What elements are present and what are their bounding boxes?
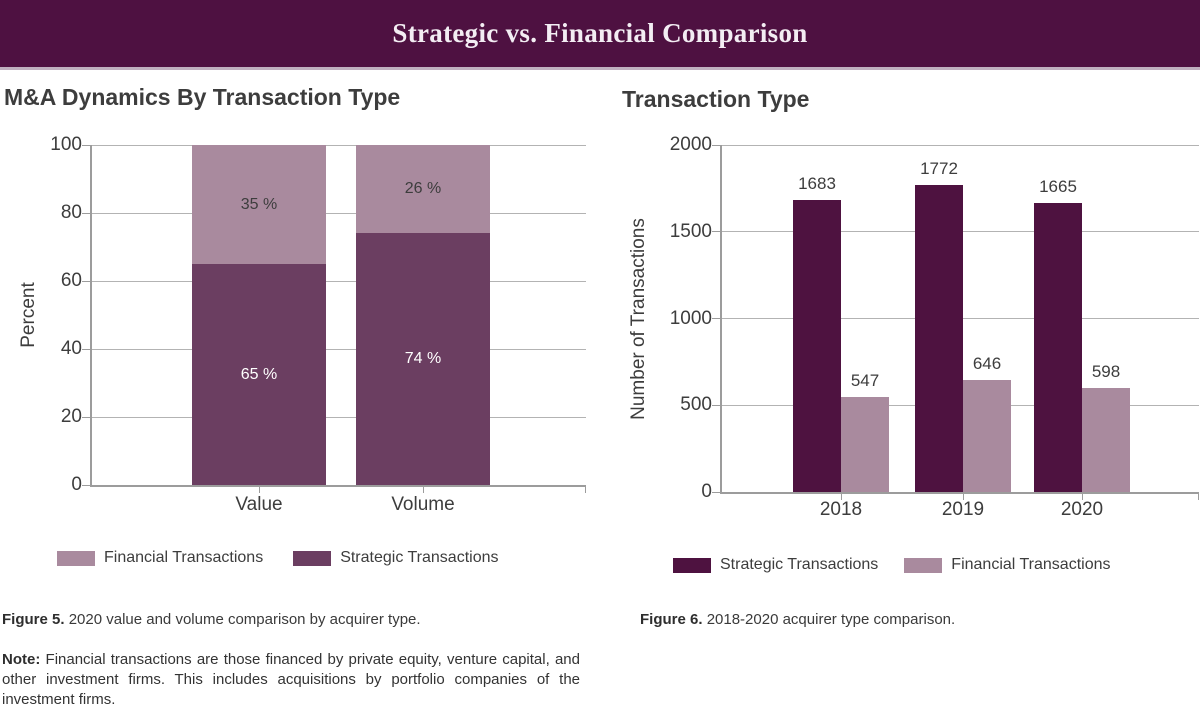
x-axis-tick <box>1081 492 1083 500</box>
y-axis-tick <box>712 318 720 319</box>
y-tick-label: 0 <box>701 481 712 502</box>
y-tick-label: 60 <box>60 270 82 291</box>
bar-strategic-2018 <box>793 199 841 492</box>
y-axis-tick <box>82 416 90 418</box>
legend-item-strategic: Strategic Transactions <box>673 556 878 574</box>
legend-label-financial: Financial Transactions <box>104 549 264 566</box>
left-legend: Financial Transactions Strategic Transact… <box>57 549 498 567</box>
legend-swatch-strategic <box>293 550 332 566</box>
bar-segment-label: 26 % <box>404 180 442 198</box>
left-chart-title: M&A Dynamics By Transaction Type <box>4 84 401 110</box>
gridline <box>92 348 586 350</box>
legend-swatch-financial <box>904 557 943 573</box>
legend-item-financial: Financial Transactions <box>904 556 1110 574</box>
bar-segment-label: 65 % <box>240 365 278 383</box>
right-legend: Strategic Transactions Financial Transact… <box>673 556 1110 574</box>
right-y-axis-title: Number of Transactions <box>628 218 649 420</box>
gridline <box>92 280 586 282</box>
x-axis-end-tick <box>1198 492 1199 500</box>
bar-value-label: 1665 <box>1039 177 1077 197</box>
gridline <box>92 416 586 418</box>
left-plot-area: 0 20 40 60 80 100 65 % 35 % Value 74 % 26 % Volume <box>50 135 586 515</box>
figure-5-text: 2020 value and volume comparison by acqu… <box>68 611 421 628</box>
y-axis-tick <box>82 348 90 350</box>
gridline <box>92 212 586 214</box>
bar-strategic-2019 <box>915 184 963 492</box>
y-tick-label: 500 <box>680 394 712 416</box>
bar-financial-2020 <box>1082 388 1130 492</box>
y-tick-label: 100 <box>50 134 82 155</box>
y-tick-label: 20 <box>60 406 82 427</box>
bar-financial-volume <box>356 145 490 234</box>
y-axis-tick <box>712 231 720 233</box>
y-axis-tick <box>82 280 90 282</box>
header-banner: Strategic vs. Financial Comparison <box>0 0 1200 70</box>
legend-label-strategic: Strategic Transactions <box>720 556 879 573</box>
gridline <box>92 144 586 146</box>
legend-label-financial: Financial Transactions <box>951 556 1111 573</box>
y-axis-tick <box>82 212 90 214</box>
x-tick-label: 2019 <box>941 499 985 520</box>
x-axis-end-tick <box>585 485 586 493</box>
y-axis-tick <box>82 144 90 146</box>
figure-6-caption: Figure 6. 2018-2020 acquirer type compar… <box>640 610 955 629</box>
legend-swatch-strategic <box>673 557 711 573</box>
bar-strategic-2020 <box>1034 203 1082 492</box>
bar-strategic-volume <box>356 233 490 485</box>
figure-5-caption: Figure 5. 2020 value and volume comparis… <box>2 610 421 629</box>
x-tick-label: Volume <box>391 494 455 515</box>
bar-strategic-value <box>192 264 326 485</box>
bar-segment-label: 74 % <box>404 350 442 368</box>
bar-value-label: 1772 <box>920 158 958 178</box>
y-tick-label: 1500 <box>669 220 712 242</box>
legend-swatch-financial <box>57 550 95 566</box>
bar-segment-label: 35 % <box>240 195 278 213</box>
x-tick-label: 2018 <box>819 499 863 520</box>
y-tick-label: 2000 <box>669 134 712 155</box>
x-tick-label: 2020 <box>1060 499 1104 520</box>
bar-value-label: 646 <box>972 353 1002 373</box>
legend-item-financial: Financial Transactions <box>57 549 263 567</box>
note-text: Note: Financial transactions are those f… <box>2 650 580 710</box>
right-plot-area: 0 500 1000 1500 2000 1683 547 2018 1772 646 2019 16… <box>670 135 1199 520</box>
page-title: Strategic vs. Financial Comparison <box>392 18 808 48</box>
bar-financial-2018 <box>841 397 889 492</box>
y-axis-tick <box>82 484 90 486</box>
legend-label-strategic: Strategic Transactions <box>340 549 499 566</box>
bar-value-label: 598 <box>1091 362 1121 382</box>
gridline <box>722 144 1199 146</box>
legend-item-strategic: Strategic Transactions <box>293 549 498 567</box>
x-axis-tick <box>840 492 842 500</box>
y-axis-tick <box>712 491 720 493</box>
x-axis-tick <box>258 485 260 493</box>
note-body: Financial transactions are those finance… <box>2 651 580 708</box>
figure-6-text: 2018-2020 acquirer type comparison. <box>706 611 956 628</box>
right-chart-title: Transaction Type <box>622 86 810 112</box>
y-tick-label: 0 <box>71 474 82 495</box>
y-axis-tick <box>712 404 720 406</box>
left-y-axis-title: Percent <box>18 282 39 348</box>
y-tick-label: 80 <box>60 202 82 223</box>
figure-5-label: Figure 5. <box>2 611 65 628</box>
x-tick-label: Value <box>235 494 283 515</box>
bar-value-label: 547 <box>850 371 880 391</box>
bar-value-label: 1683 <box>798 173 836 193</box>
x-axis-tick <box>962 492 964 500</box>
figure-6-label: Figure 6. <box>640 611 703 628</box>
y-tick-label: 1000 <box>669 307 712 329</box>
bar-financial-value <box>192 145 326 264</box>
note-label: Note: <box>2 651 41 668</box>
bar-financial-2019 <box>963 379 1011 492</box>
y-tick-label: 40 <box>60 338 82 359</box>
x-axis-tick <box>422 485 424 493</box>
y-axis-tick <box>712 144 720 146</box>
